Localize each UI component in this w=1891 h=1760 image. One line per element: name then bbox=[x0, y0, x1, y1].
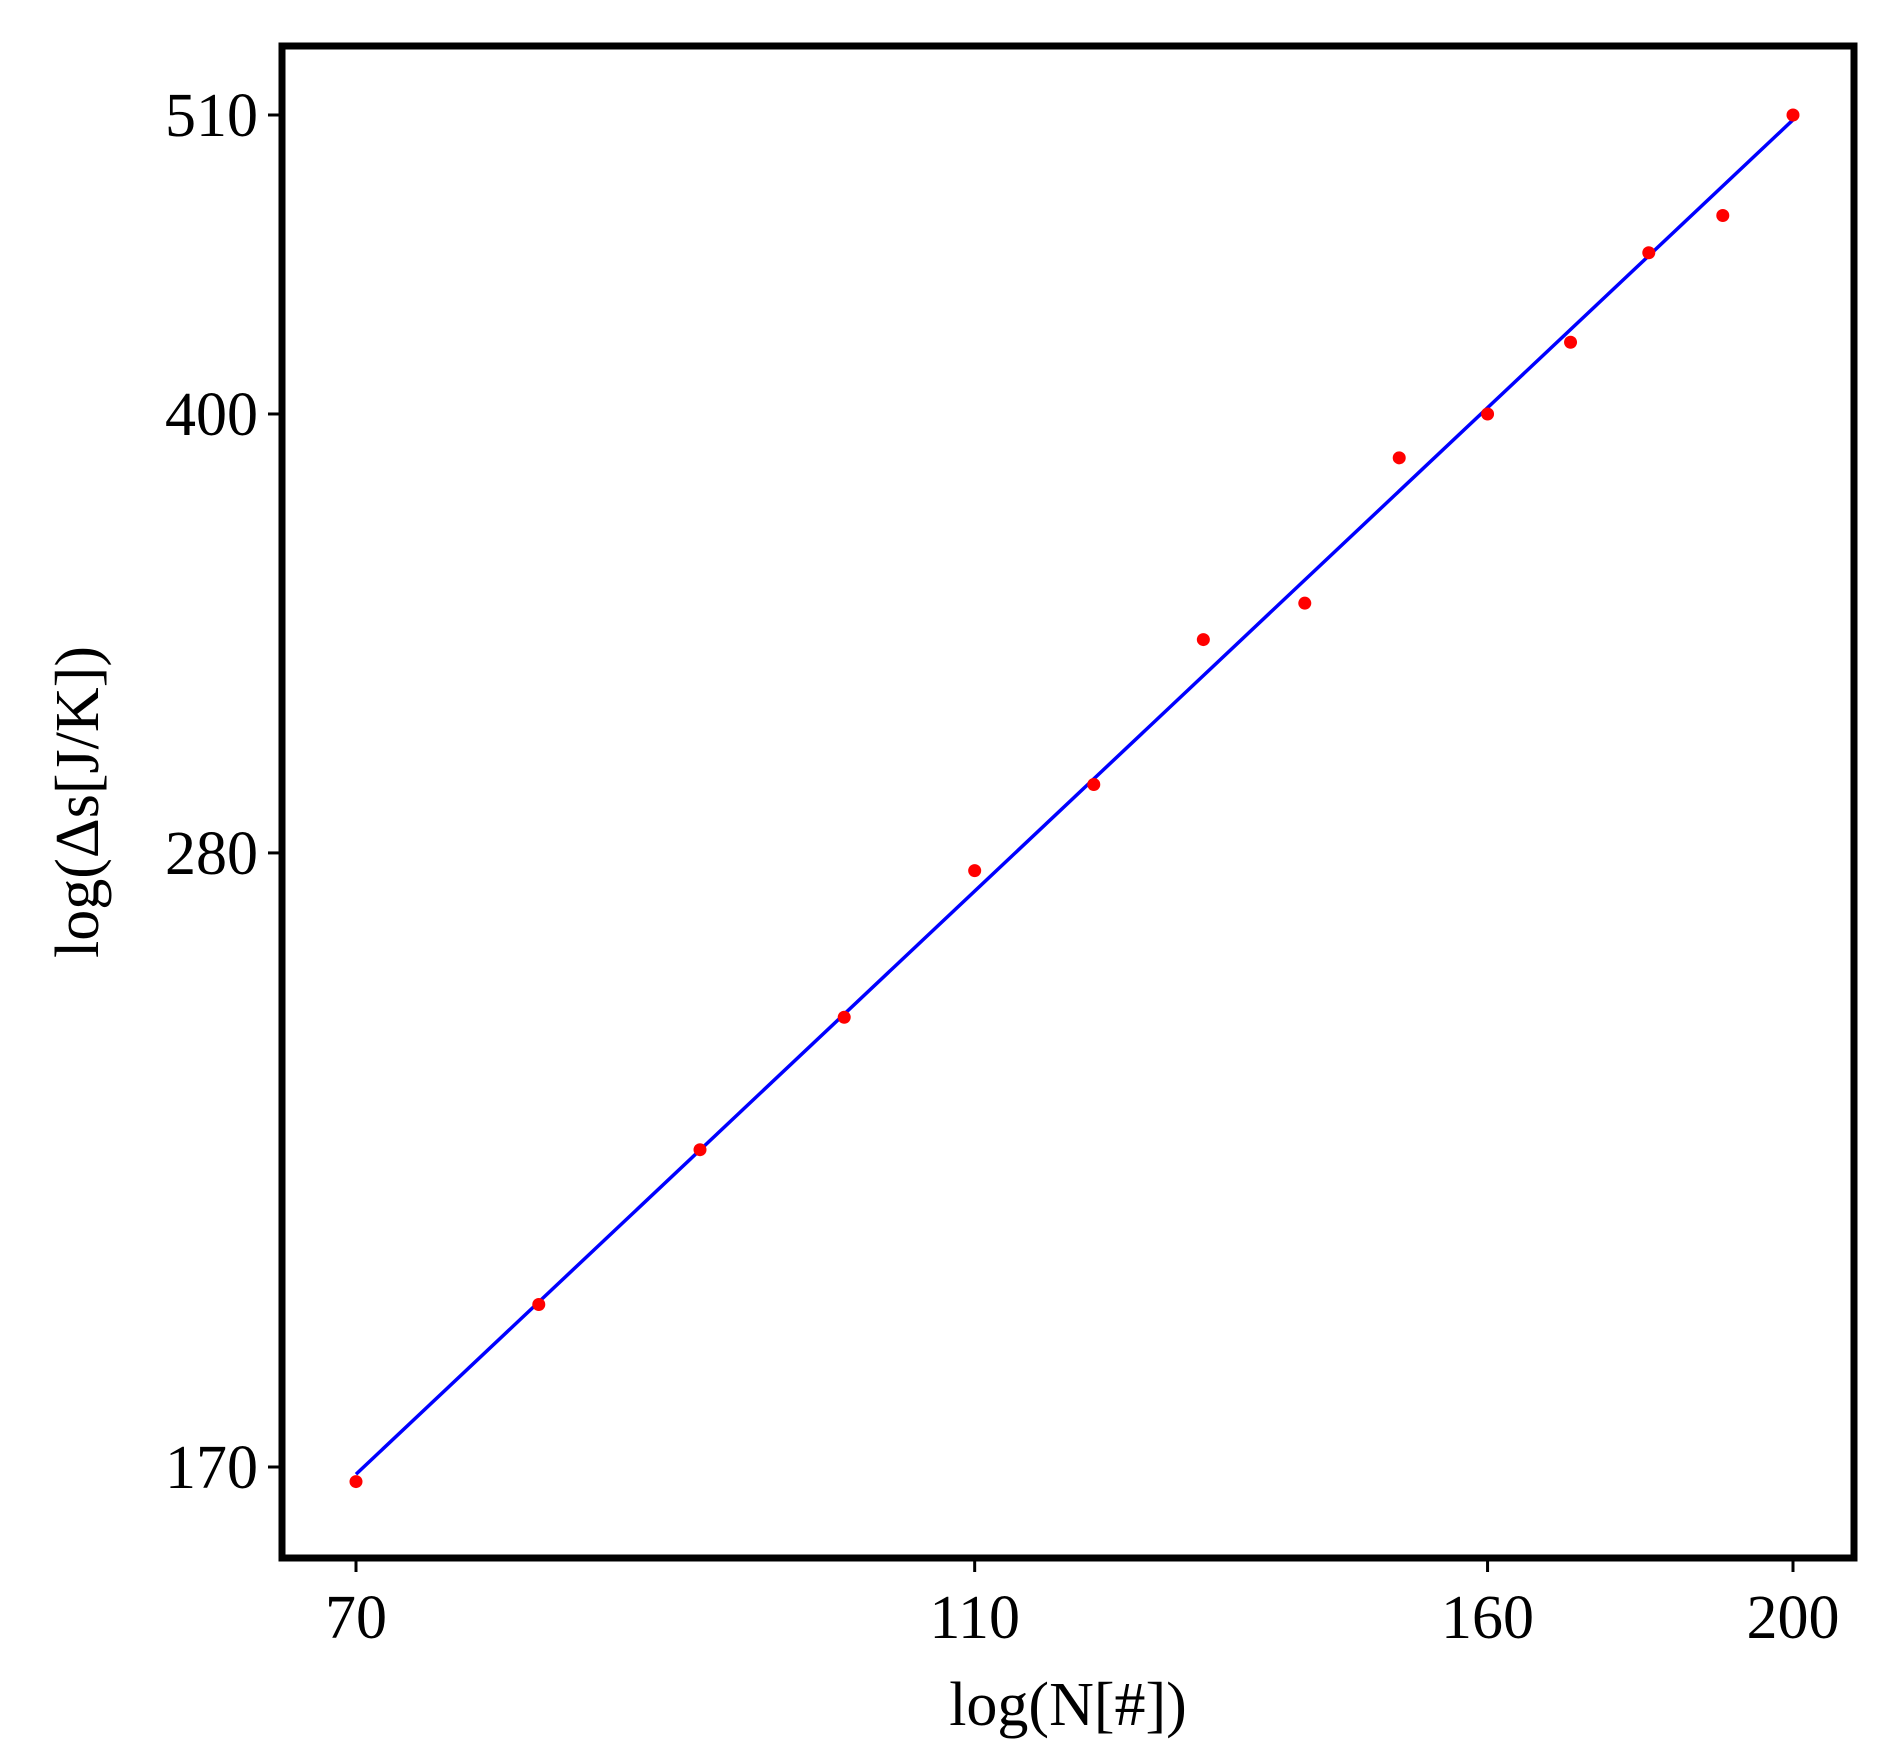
data-point bbox=[837, 1010, 851, 1024]
data-point bbox=[968, 864, 982, 878]
data-point bbox=[1087, 778, 1101, 792]
data-point bbox=[1196, 633, 1210, 647]
y-tick-label: 510 bbox=[165, 82, 258, 150]
data-point bbox=[349, 1475, 363, 1489]
fit-line-layer bbox=[354, 118, 1795, 1476]
fit-line bbox=[354, 118, 1795, 1476]
x-axis-ticks: 70 110 160 200 bbox=[325, 1558, 1840, 1652]
plot-frame bbox=[278, 42, 1858, 1562]
y-axis-ticks: 170 280 400 510 bbox=[165, 82, 282, 1502]
y-tick-label: 170 bbox=[165, 1434, 258, 1502]
x-tick-label: 70 bbox=[325, 1584, 387, 1652]
data-point bbox=[1716, 209, 1730, 223]
data-point bbox=[693, 1143, 707, 1157]
data-point bbox=[1786, 108, 1800, 122]
x-tick-label: 110 bbox=[929, 1584, 1020, 1652]
data-points-layer bbox=[349, 108, 1800, 1489]
data-point bbox=[1564, 335, 1578, 349]
data-point bbox=[1642, 246, 1656, 260]
x-tick-label: 200 bbox=[1747, 1584, 1840, 1652]
data-point bbox=[1392, 451, 1406, 465]
x-axis-label: log(N[#]) bbox=[949, 1671, 1187, 1739]
data-point bbox=[1481, 407, 1495, 421]
y-tick-label: 400 bbox=[165, 381, 258, 449]
y-axis-label: log(Δs[J/K]) bbox=[44, 646, 112, 958]
data-point bbox=[532, 1297, 546, 1311]
data-point bbox=[1298, 596, 1312, 610]
x-tick-label: 160 bbox=[1441, 1584, 1534, 1652]
y-tick-label: 280 bbox=[165, 820, 258, 888]
